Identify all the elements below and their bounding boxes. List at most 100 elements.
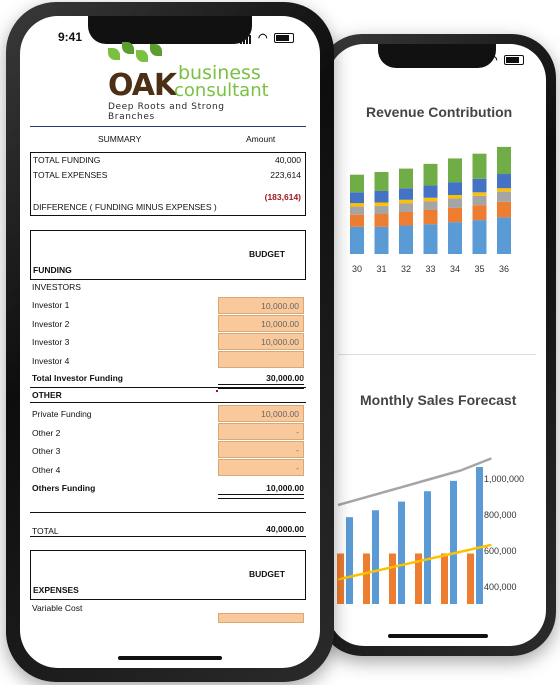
summary-row-value: 40,000 (275, 155, 301, 165)
revenue-bar-segment (423, 224, 438, 254)
revenue-x-tick: 30 (352, 264, 362, 274)
revenue-bar-segment (497, 217, 511, 254)
other-2-input[interactable]: - (218, 423, 304, 440)
revenue-bar-segment (350, 214, 364, 227)
other-3-input[interactable]: - (218, 441, 304, 458)
revenue-bar-segment (374, 226, 389, 254)
other-rule (30, 387, 306, 388)
investor-label: Investor 2 (32, 319, 70, 329)
revenue-bar-segment (399, 168, 413, 189)
revenue-bar-segment (472, 220, 487, 254)
other-rule-bottom (30, 402, 306, 403)
revenue-bar-segment (350, 174, 364, 193)
other-label: Other 2 (32, 428, 61, 438)
leaf-icon (150, 44, 162, 56)
logo-tagline: Deep Roots and Strong Branches (108, 102, 225, 122)
total-investor-label: Total Investor Funding (32, 373, 123, 383)
investor-label: Investor 4 (32, 356, 70, 366)
revenue-bar-segment (374, 214, 389, 227)
difference-label: DIFFERENCE ( FUNDING MINUS EXPENSES ) (33, 202, 217, 212)
sales-y-tick: 600,000 (484, 546, 517, 556)
others-funding-rule (218, 494, 304, 499)
budget-header: BUDGET (249, 249, 285, 259)
battery-icon (504, 54, 524, 65)
revenue-x-tick: 33 (425, 264, 435, 274)
red-marker (216, 390, 218, 392)
header-rule (30, 126, 306, 127)
revenue-x-tick: 34 (450, 264, 460, 274)
wifi-icon: ◠ (258, 32, 268, 44)
summary-row-label: TOTAL EXPENSES (33, 170, 108, 180)
revenue-bar-segment (497, 146, 511, 175)
sales-bar (450, 480, 457, 604)
investor-label: Investor 3 (32, 337, 70, 347)
sales-line (337, 543, 492, 581)
revenue-bar-segment (350, 226, 364, 254)
investor-2-input[interactable]: 10,000.00 (218, 315, 304, 332)
funding-section-title: FUNDING (33, 265, 72, 275)
revenue-bar-segment (374, 171, 389, 191)
leaf-icon (122, 42, 134, 54)
logo-business-text: business (178, 62, 261, 84)
revenue-chart-title: Revenue Contribution (366, 104, 513, 120)
revenue-bar-segment (497, 188, 511, 192)
revenue-bar-segment (399, 211, 413, 226)
revenue-bar-segment (374, 205, 389, 215)
investor-1-input[interactable]: 10,000.00 (218, 297, 304, 314)
private-funding-input[interactable]: 10,000.00 (218, 405, 304, 422)
revenue-bar-segment (374, 190, 389, 203)
revenue-x-tick: 36 (499, 264, 509, 274)
revenue-bar-segment (472, 195, 487, 206)
revenue-bar-segment (423, 185, 438, 198)
revenue-bar-segment (350, 192, 364, 204)
revenue-bar-segment (497, 191, 511, 202)
revenue-bar-segment (399, 199, 413, 204)
other-label: Private Funding (32, 409, 92, 419)
back-status-icons: ◠ (469, 52, 524, 66)
revenue-bar-segment (423, 209, 438, 225)
other-label: Other 3 (32, 446, 61, 456)
sales-line (337, 457, 492, 507)
other-label: Other 4 (32, 465, 61, 475)
summary-table: TOTAL FUNDING 40,000 TOTAL EXPENSES 223,… (30, 152, 306, 216)
logo-oak-text: OAK (108, 68, 177, 103)
front-phone: 9:41 ◠ OAK business consultant Deep Root… (6, 2, 334, 682)
revenue-bar-segment (448, 207, 462, 223)
revenue-bar-segment (399, 225, 413, 254)
total-value: 40,000.00 (266, 524, 304, 534)
total-investor-value: 30,000.00 (266, 373, 304, 383)
investor-3-input[interactable]: 10,000.00 (218, 333, 304, 350)
total-rule (30, 512, 306, 513)
sales-chart-title: Monthly Sales Forecast (360, 392, 517, 408)
investor-4-input[interactable] (218, 351, 304, 368)
other-4-input[interactable]: - (218, 459, 304, 476)
signal-icon (469, 52, 482, 66)
sales-bar (346, 517, 353, 604)
front-phone-screen: 9:41 ◠ OAK business consultant Deep Root… (20, 16, 320, 668)
revenue-bar-segment (350, 206, 364, 215)
sales-bar (398, 501, 405, 604)
sales-bar (363, 553, 370, 604)
revenue-bar-segment (350, 203, 364, 207)
expenses-budget-header: BUDGET (249, 569, 285, 579)
variable-cost-input[interactable] (218, 613, 304, 623)
revenue-bar-segment (399, 203, 413, 212)
revenue-contribution-chart: 30 31 32 33 34 35 36 (350, 146, 511, 274)
revenue-bar-segment (423, 201, 438, 210)
investors-rule (30, 279, 306, 280)
investors-header: INVESTORS (32, 282, 81, 292)
leaf-icon (136, 50, 148, 62)
summary-header: SUMMARY (98, 134, 142, 144)
summary-row-value: 223,614 (270, 170, 301, 180)
sales-y-tick: 1,000,000 (484, 474, 524, 484)
funding-table: BUDGET FUNDING (30, 230, 306, 280)
revenue-bar-segment (448, 198, 462, 208)
revenue-bar-segment (399, 188, 413, 200)
sales-y-tick: 400,000 (484, 582, 517, 592)
sales-bar (389, 553, 396, 604)
revenue-bar-segment (497, 174, 511, 189)
sales-bar (467, 553, 474, 604)
back-home-indicator (388, 634, 488, 638)
oak-business-consultant-logo: OAK business consultant Deep Roots and S… (78, 38, 269, 122)
